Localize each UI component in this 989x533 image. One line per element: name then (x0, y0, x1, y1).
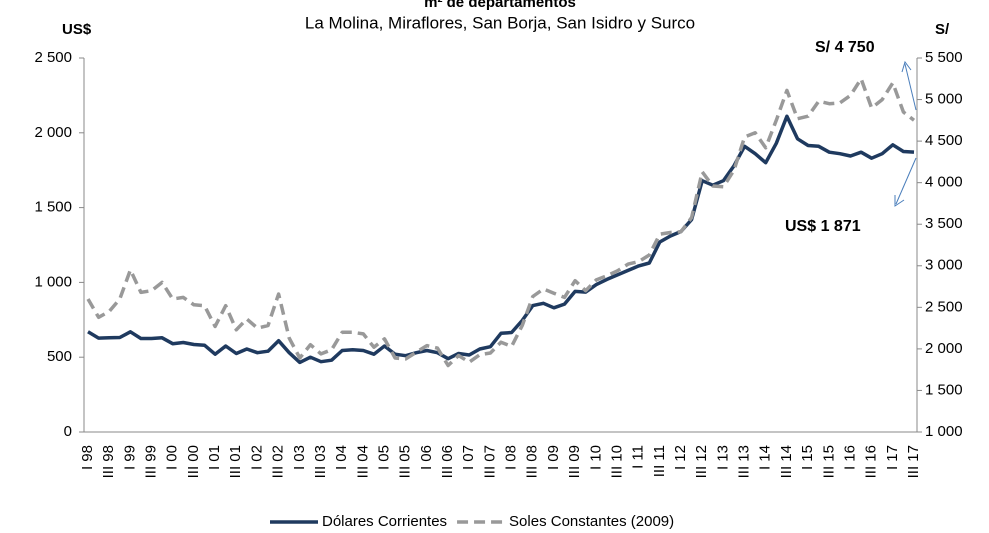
x-tick-label: I 07 (460, 445, 477, 470)
chart-subtitle: La Molina, Miraflores, San Borja, San Is… (305, 13, 695, 32)
x-tick-label: III 14 (778, 445, 795, 478)
x-tick-label: III 13 (736, 445, 753, 478)
x-tick-label: III 03 (312, 445, 329, 478)
x-tick-label: I 04 (333, 445, 350, 470)
y-tick-label: 2 000 (34, 124, 72, 141)
y2-tick-label: 4 000 (925, 174, 963, 191)
x-tick-label: III 04 (354, 445, 371, 478)
y2-tick-label: 2 000 (925, 340, 963, 357)
x-tick-label: III 16 (863, 445, 880, 478)
chart-title: m² de departamentos (424, 0, 576, 11)
x-tick-label: III 15 (820, 445, 837, 478)
x-tick-label: III 98 (100, 445, 117, 478)
x-tick-label: III 02 (270, 445, 287, 478)
annotation: S/ 4 750 (815, 39, 875, 56)
x-tick-label: III 05 (397, 445, 414, 478)
y2-tick-label: 5 500 (925, 49, 963, 66)
y-tick-label: 1 000 (34, 273, 72, 290)
annotation-arrows (894, 60, 917, 207)
x-tick-label: I 99 (121, 445, 138, 470)
x-tick-label: III 99 (143, 445, 160, 478)
y2-tick-label: 1 000 (925, 423, 963, 440)
x-tick-label: I 10 (587, 445, 604, 470)
x-tick-label: III 10 (608, 445, 625, 478)
x-tick-label: I 15 (799, 445, 816, 470)
y2-tick-label: 3 500 (925, 215, 963, 232)
x-tick-label: I 98 (79, 445, 96, 470)
x-tick-label: III 00 (185, 445, 202, 478)
y2-tick-label: 2 500 (925, 298, 963, 315)
x-tick-label: I 09 (545, 445, 562, 470)
y-tick-label: 500 (47, 348, 72, 365)
legend-label: Dólares Corrientes (322, 513, 447, 530)
x-tick-label: I 12 (672, 445, 689, 470)
series-line (87, 114, 915, 365)
y2-tick-label: 5 000 (925, 91, 963, 108)
y-axis-label: US$ (62, 21, 92, 38)
x-tick-label: I 14 (757, 445, 774, 470)
x-tick-label: I 01 (206, 445, 223, 470)
y-tick-label: 1 500 (34, 199, 72, 216)
x-tick-label: III 08 (524, 445, 541, 478)
x-tick-label: I 05 (375, 445, 392, 470)
x-tick-label: I 08 (503, 445, 520, 470)
y-tick-label: 0 (64, 423, 72, 440)
y2-tick-label: 1 500 (925, 381, 963, 398)
x-tick-label: III 12 (693, 445, 710, 478)
series-line (86, 77, 916, 368)
x-tick-label: I 06 (418, 445, 435, 470)
x-tick-label: I 00 (164, 445, 181, 470)
y-tick-label: 2 500 (34, 49, 72, 66)
x-tick-label: I 13 (714, 445, 731, 470)
x-tick-label: III 17 (905, 445, 922, 478)
x-tick-label: III 07 (481, 445, 498, 478)
x-tick-label: I 16 (841, 445, 858, 470)
x-tick-label: I 03 (291, 445, 308, 470)
x-tick-label: I 02 (248, 445, 265, 470)
x-tick-label: I 17 (884, 445, 901, 470)
y2-tick-label: 4 500 (925, 132, 963, 149)
x-tick-label: I 11 (630, 445, 647, 469)
y2-axis-label: S/ (935, 21, 950, 38)
legend-label: Soles Constantes (2009) (509, 513, 674, 530)
x-tick-label: III 09 (566, 445, 583, 478)
annotation: US$ 1 871 (785, 218, 861, 235)
y2-tick-label: 3 000 (925, 257, 963, 274)
x-tick-label: III 01 (227, 445, 244, 478)
x-tick-label: III 11 (651, 445, 668, 477)
x-tick-label: III 06 (439, 445, 456, 478)
